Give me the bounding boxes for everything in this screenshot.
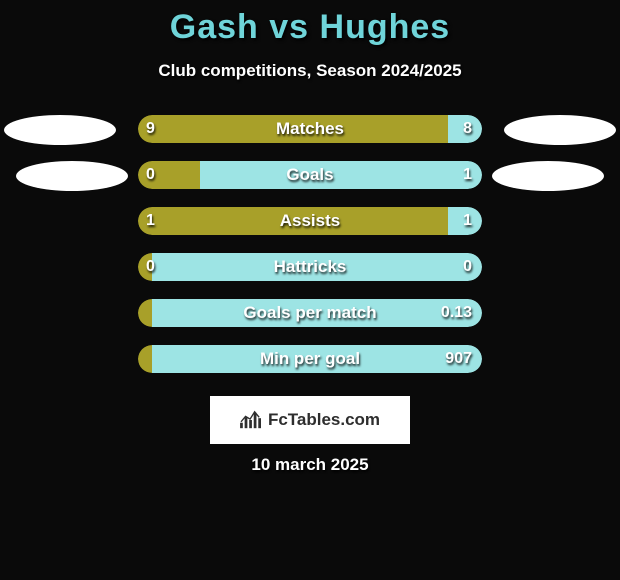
stat-value-right: 1 [463,161,472,189]
stat-row-goals-per-match: Goals per match 0.13 [0,299,620,327]
stat-row-hattricks: 0 Hattricks 0 [0,253,620,281]
stat-row-min-per-goal: Min per goal 907 [0,345,620,373]
stat-row-goals: 0 Goals 1 [0,161,620,189]
bar-track [138,207,482,235]
bar-left [138,207,448,235]
bar-track [138,299,482,327]
bar-track [138,253,482,281]
date-label: 10 march 2025 [0,455,620,475]
source-badge: FcTables.com [210,396,410,444]
bar-left [138,299,152,327]
bar-right [152,345,482,373]
page-subtitle: Club competitions, Season 2024/2025 [0,61,620,81]
page-title: Gash vs Hughes [0,8,620,47]
stat-row-assists: 1 Assists 1 [0,207,620,235]
bar-track [138,345,482,373]
stat-value-left: 1 [146,207,155,235]
bar-left [138,115,448,143]
stat-value-right: 0 [463,253,472,281]
bar-right [152,299,482,327]
stat-value-right: 8 [463,115,472,143]
bar-track [138,115,482,143]
stat-value-left: 0 [146,253,155,281]
stat-value-right: 1 [463,207,472,235]
source-badge-text: FcTables.com [268,410,380,430]
stat-value-right: 907 [445,345,472,373]
bar-right [200,161,482,189]
bar-right [152,253,482,281]
stat-value-left: 0 [146,161,155,189]
barchart-icon [240,410,262,430]
comparison-infographic: Gash vs Hughes Club competitions, Season… [0,0,620,580]
comparison-bars: 9 Matches 8 0 Goals 1 1 Assists 1 [0,115,620,373]
stat-row-matches: 9 Matches 8 [0,115,620,143]
bar-left [138,345,152,373]
stat-value-left: 9 [146,115,155,143]
stat-value-right: 0.13 [441,299,472,327]
bar-track [138,161,482,189]
